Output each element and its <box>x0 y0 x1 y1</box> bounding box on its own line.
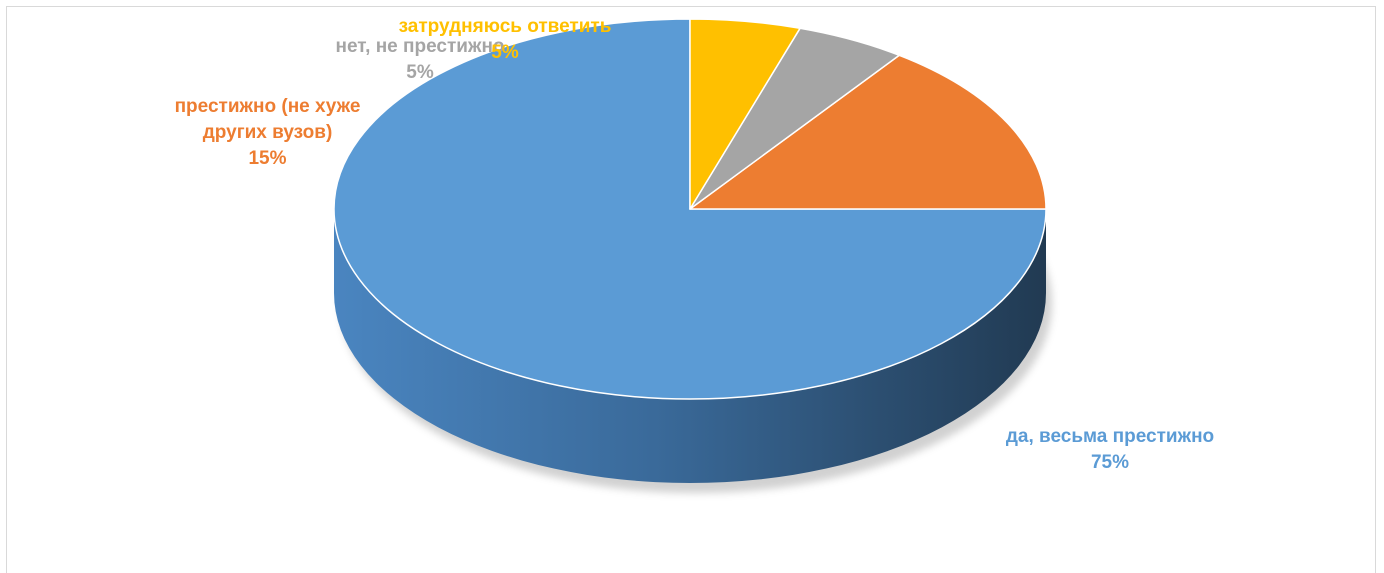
slice-name-da: да, весьма престижно <box>1005 426 1215 447</box>
slice-label-prestizhno: престижно (не хуже других вузов) 15% <box>150 94 385 172</box>
slice-value-da: 75% <box>1090 452 1130 473</box>
slice-value-net: 5% <box>406 62 434 83</box>
slice-label-zatrudnyayus: затрудняюсь ответить 5% <box>370 14 640 66</box>
pie-side-da <box>334 209 1046 483</box>
pie-slice-da <box>333 18 1047 400</box>
slice-value-prestizhno: 15% <box>248 148 287 169</box>
slice-label-da: да, весьма престижно 75% <box>970 424 1250 476</box>
slice-label-net: нет, не престижно 5% <box>300 34 540 86</box>
slice-name-net: нет, не престижно <box>335 36 505 57</box>
slice-name-zatrudnyayus: затрудняюсь ответить <box>398 16 612 37</box>
slice-name-prestizhno: престижно (не хуже других вузов) <box>174 96 361 143</box>
pie-slice-zatrudnyayus <box>689 18 801 210</box>
pie-slice-prestizhno <box>689 54 1047 210</box>
slice-value-zatrudnyayus: 5% <box>491 42 519 63</box>
